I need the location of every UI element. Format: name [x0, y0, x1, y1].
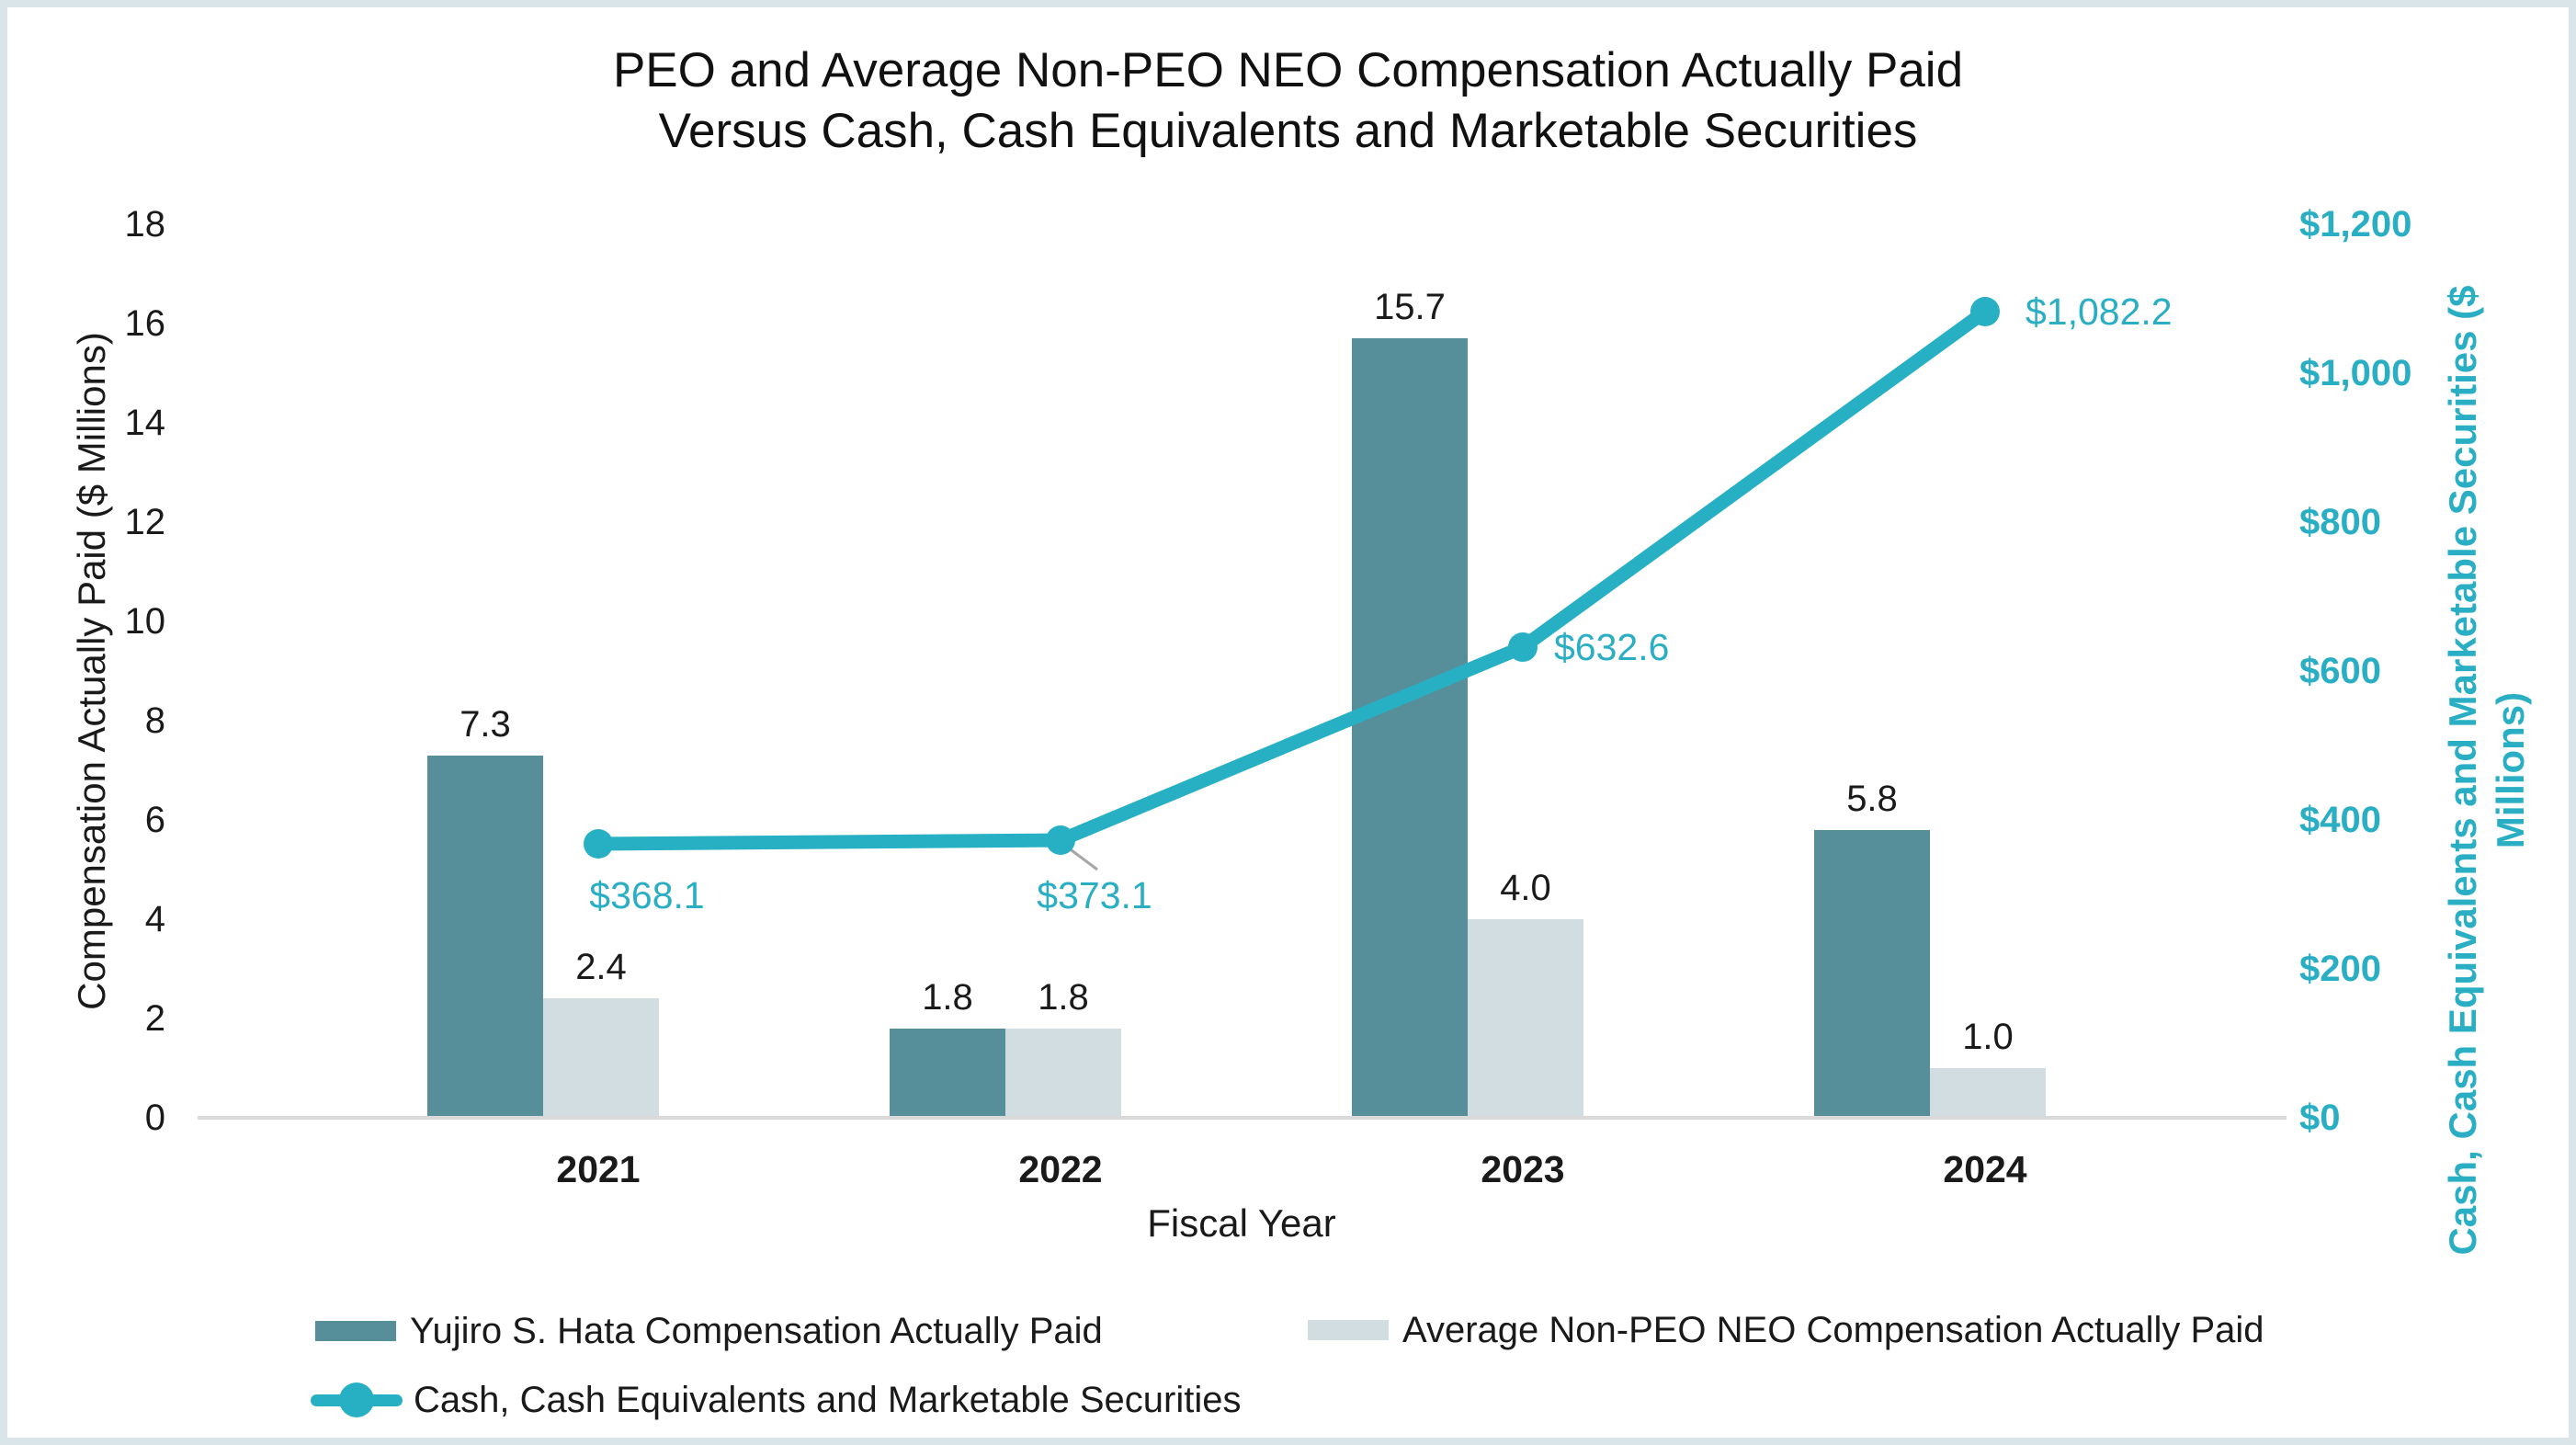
cash-line-marker	[1046, 825, 1075, 855]
chart-title: PEO and Average Non-PEO NEO Compensation…	[7, 40, 2569, 162]
x-axis-category-label: 2024	[1943, 1148, 2027, 1190]
cash-line-path	[591, 304, 1992, 851]
neo-bar	[543, 998, 659, 1118]
cash-line-marker	[1970, 297, 2000, 326]
right-axis-tick-label: $800	[2299, 502, 2381, 542]
legend-item-neo-compensation: Average Non-PEO NEO Compensation Actuall…	[1308, 1306, 2264, 1354]
right-axis-title-line2: Millions)	[2489, 691, 2532, 849]
peo-bar	[1814, 829, 1930, 1118]
neo-bar-swatch	[1308, 1320, 1389, 1340]
bar-data-label: 1.0	[1962, 1017, 2014, 1057]
right-axis-title: Cash, Cash Equivalents and Marketable Se…	[2439, 196, 2535, 1345]
right-axis-title-line1: Cash, Cash Equivalents and Marketable Se…	[2441, 285, 2484, 1256]
cash-line-marker-icon	[339, 1382, 374, 1417]
cash-line-marker	[1508, 632, 1538, 662]
peo-bar	[427, 755, 543, 1118]
peo-bar-swatch	[315, 1321, 396, 1341]
bar-data-label: 15.7	[1374, 287, 1446, 328]
bar-data-label: 7.3	[460, 703, 511, 745]
x-axis-category-label: 2021	[556, 1148, 641, 1190]
left-axis-tick-label: 6	[144, 800, 165, 840]
neo-bar	[1468, 919, 1583, 1118]
right-axis-tick-label: $600	[2299, 651, 2381, 691]
legend-item-peo-compensation: Yujiro S. Hata Compensation Actually Pai…	[315, 1307, 1103, 1355]
bar-data-label: 5.8	[1846, 778, 1898, 819]
left-axis-tick-label: 10	[124, 601, 166, 642]
x-axis-line	[198, 1116, 2287, 1120]
left-axis-title: Compensation Actually Paid ($ Millions)	[70, 332, 113, 1010]
bar-data-label: 1.8	[1038, 976, 1089, 1018]
left-axis-tick-label: 14	[124, 403, 166, 443]
chart-title-line2: Versus Cash, Cash Equivalents and Market…	[658, 104, 1918, 158]
legend-label: Average Non-PEO NEO Compensation Actuall…	[1402, 1309, 2264, 1350]
right-axis-tick-label: $200	[2299, 949, 2381, 989]
cash-line-marker	[584, 829, 613, 859]
peo-bar	[1352, 338, 1468, 1118]
right-axis-tick-label: $1,200	[2299, 204, 2412, 245]
x-axis-category-label: 2023	[1481, 1148, 1565, 1190]
bar-data-label: 1.8	[922, 976, 973, 1018]
bar-data-label: 4.0	[1500, 868, 1551, 908]
right-axis-tick-label: $1,000	[2299, 353, 2412, 393]
neo-bar	[1005, 1028, 1121, 1118]
left-axis-tick-label: 2	[144, 998, 165, 1039]
legend-label: Cash, Cash Equivalents and Marketable Se…	[414, 1379, 1242, 1420]
x-axis-title: Fiscal Year	[1147, 1201, 1336, 1245]
right-axis-tick-label: $400	[2299, 800, 2381, 840]
cash-line-swatch	[311, 1382, 403, 1417]
left-axis-tick-label: 16	[124, 303, 166, 344]
legend-label: Yujiro S. Hata Compensation Actually Pai…	[410, 1310, 1103, 1351]
peo-bar	[890, 1028, 1005, 1118]
x-axis-category-label: 2022	[1018, 1148, 1103, 1190]
left-axis-tick-label: 0	[144, 1098, 165, 1138]
left-axis-tick-label: 8	[144, 700, 165, 741]
bar-data-label: 2.4	[575, 947, 627, 988]
line-series	[584, 297, 2000, 871]
plot-area: 0 2 4 6 8 10 12 14 16 18 $0 $200 $400 $600 $800 $1,000…	[7, 7, 2569, 1438]
left-axis-tick-label: 4	[144, 899, 165, 939]
chart-title-line1: PEO and Average Non-PEO NEO Compensation…	[612, 43, 1964, 97]
line-data-label: $1,082.2	[2026, 290, 2173, 333]
neo-bar	[1930, 1068, 2046, 1118]
legend-item-cash-securities: Cash, Cash Equivalents and Marketable Se…	[311, 1376, 1241, 1424]
left-axis-tick-label: 18	[124, 204, 166, 245]
line-data-label: $373.1	[1037, 874, 1152, 916]
line-data-label: $368.1	[589, 874, 705, 916]
left-axis-tick-label: 12	[124, 502, 166, 542]
right-axis-tick-label: $0	[2299, 1098, 2341, 1138]
line-data-label: $632.6	[1554, 626, 1670, 668]
